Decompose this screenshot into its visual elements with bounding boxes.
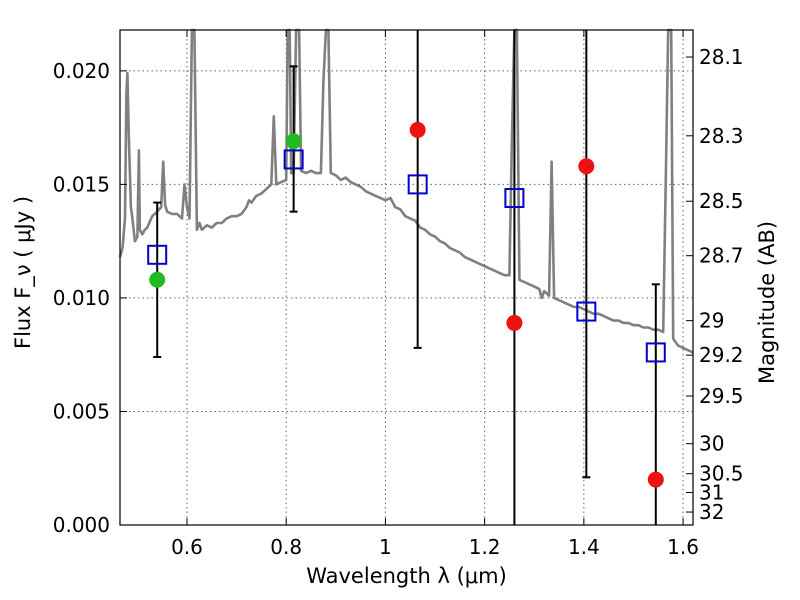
model-square-point: [645, 342, 666, 363]
right-y-tick-label: 30: [699, 432, 724, 456]
red-data-point: [578, 158, 595, 175]
x-tick-label: 0.8: [270, 535, 302, 559]
model-square-point: [504, 188, 525, 209]
x-tick-label: 1.6: [667, 535, 699, 559]
right-y-tick-label: 28.5: [699, 189, 744, 213]
model-square-point: [407, 174, 428, 195]
right-y-tick-label: 28.1: [699, 45, 744, 69]
x-axis-label: Wavelength λ (μm): [306, 564, 507, 588]
red-data-point: [409, 121, 426, 138]
axis-ticks: 0.6 0.8 1 1.2 1.4 1.6 0.000 0.005 0.010 0.015 0.02…: [53, 30, 744, 559]
x-tick-label: 1.2: [469, 535, 501, 559]
y-tick-label: 0.005: [53, 399, 110, 423]
right-y-tick-label: 32: [699, 500, 724, 524]
x-tick-label: 0.6: [171, 535, 203, 559]
y-tick-label: 0.020: [53, 59, 110, 83]
y-tick-label: 0.015: [53, 172, 110, 196]
right-y-tick-label: 28.3: [699, 124, 744, 148]
y-tick-label: 0.000: [53, 513, 110, 537]
right-y-tick-label: 31: [699, 481, 724, 505]
model-square-point: [147, 244, 168, 265]
right-y-tick-label: 29: [699, 309, 724, 333]
green-data-point: [149, 271, 166, 288]
spectrum-series: [118, 28, 694, 354]
spectrum-line: [118, 28, 694, 354]
x-tick-label: 1.4: [568, 535, 600, 559]
right-y-tick-label: 29.5: [699, 384, 744, 408]
data-points: [147, 121, 666, 488]
y-axis-right-label: Magnitude (AB): [755, 221, 779, 384]
right-y-tick-label: 29.2: [699, 343, 744, 367]
grid-lines: [120, 30, 693, 526]
right-y-tick-label: 30.5: [699, 462, 744, 486]
model-square-point: [576, 301, 597, 322]
red-data-point: [647, 471, 664, 488]
model-square-point: [283, 149, 304, 170]
y-tick-label: 0.010: [53, 286, 110, 310]
x-tick-label: 1: [379, 535, 392, 559]
green-data-point: [285, 133, 302, 150]
right-y-tick-label: 28.7: [699, 244, 744, 268]
red-data-point: [506, 314, 523, 331]
error-bars: [153, 30, 660, 525]
plot-frame: [119, 29, 694, 526]
y-axis-label: Flux F_ν ( μJy ): [11, 196, 36, 349]
